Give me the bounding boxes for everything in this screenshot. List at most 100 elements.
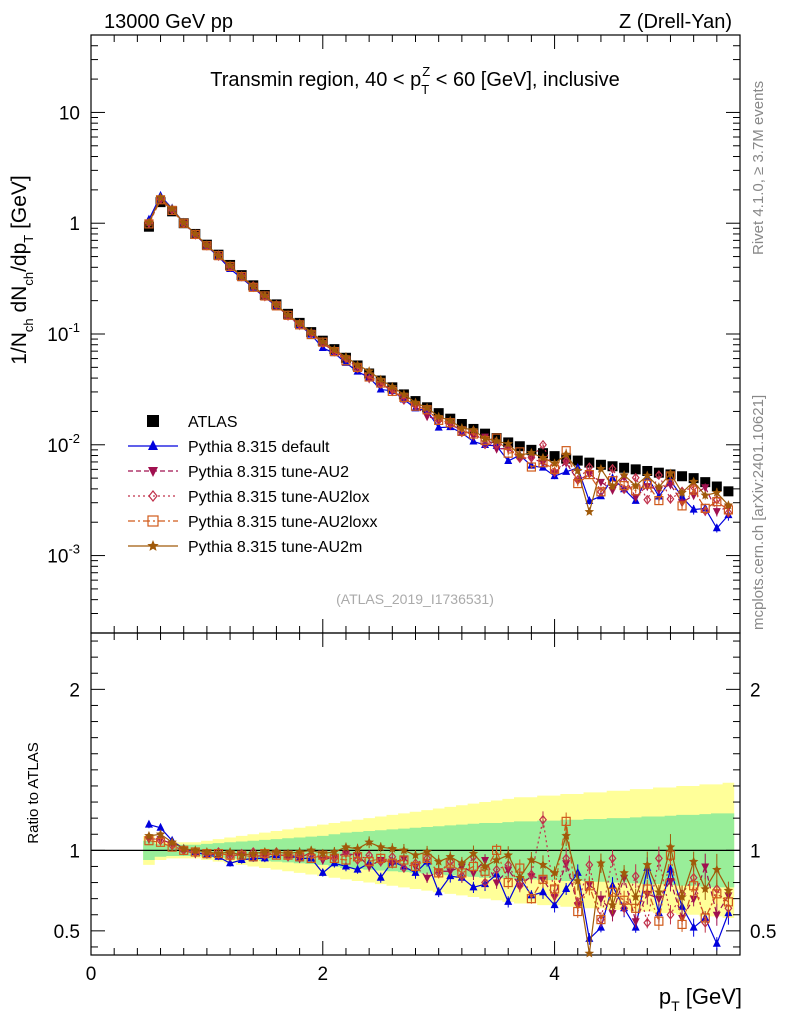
series-point-ratio <box>329 846 340 857</box>
series-point-ratio <box>376 872 385 881</box>
series-point-ratio <box>549 867 560 877</box>
series-point-main <box>654 482 664 492</box>
series-point-main <box>504 455 513 464</box>
series-point-ratio <box>689 895 698 904</box>
series-point-ratio <box>538 859 548 869</box>
series-point-ratio <box>549 884 560 894</box>
series-point-ratio <box>504 859 513 870</box>
series-point-main <box>445 415 456 425</box>
series-point-ratio <box>677 919 687 930</box>
series-point-main <box>155 192 166 202</box>
analysis-id: (ATLAS_2019_I1736531) <box>336 591 494 607</box>
series-point-main <box>666 481 675 490</box>
series-point-ratio <box>503 850 513 860</box>
series-point-ratio <box>539 814 547 825</box>
series-point-ratio <box>584 948 595 958</box>
series-point-main <box>481 439 490 450</box>
series-point-ratio <box>688 856 699 866</box>
series-point-main <box>608 463 617 474</box>
series-point-main <box>283 309 293 319</box>
series-point-main <box>480 433 490 443</box>
series-point-ratio <box>144 830 154 840</box>
series-point-ratio <box>677 892 687 902</box>
atlas-data-point <box>607 461 618 472</box>
series-point-main <box>642 479 652 489</box>
series-point-ratio <box>642 859 653 869</box>
legend-label: Pythia 8.315 default <box>188 439 330 456</box>
series-point-ratio <box>654 916 664 926</box>
series-point-ratio <box>561 816 571 826</box>
series-point-ratio <box>445 851 456 861</box>
series-point-ratio <box>665 842 676 852</box>
plot-title: Transmin region, 40 < pTZ < 60 [GeV], in… <box>210 64 620 97</box>
series-point-main <box>700 490 710 500</box>
series-point-ratio <box>526 855 537 865</box>
series-point-ratio <box>654 853 663 864</box>
series-point-main <box>375 374 386 384</box>
series-point-main <box>329 344 340 354</box>
process-label: Z (Drell-Yan) <box>619 11 732 33</box>
series-point-main <box>387 381 398 391</box>
series-point-ratio <box>689 881 699 891</box>
series-point-ratio <box>608 853 617 864</box>
series-point-ratio <box>630 892 641 902</box>
series-point-ratio <box>550 900 559 909</box>
series-point-main <box>423 413 432 422</box>
series-point-main <box>526 462 536 472</box>
mcplots-label: mcplots.cern.ch [arXiv:2401.10621] <box>750 395 767 630</box>
series-point-main <box>526 447 537 457</box>
series-point-main <box>654 495 664 506</box>
series-point-ratio <box>526 894 536 904</box>
series-point-ratio <box>631 871 640 882</box>
series-point-ratio <box>294 846 305 857</box>
series-point-main <box>422 402 432 412</box>
series-point-main <box>607 481 618 491</box>
series-point-ratio <box>481 877 490 888</box>
series-point-main <box>596 487 606 497</box>
series-point-ratio <box>283 848 293 858</box>
series-point-ratio <box>341 861 350 870</box>
atlas-data-point <box>514 441 525 452</box>
series-point-main <box>642 470 653 480</box>
series-point-main <box>294 318 305 328</box>
series-point-main <box>562 466 571 475</box>
series-point-main <box>433 411 444 421</box>
series-point-ratio <box>515 880 524 891</box>
series-point-main <box>538 452 548 462</box>
series-point-ratio <box>712 911 721 920</box>
series-point-ratio <box>515 872 525 882</box>
series-point-main <box>364 366 374 376</box>
series-point-ratio <box>666 909 675 920</box>
series-point-ratio <box>434 868 444 878</box>
series-point-main <box>620 484 629 495</box>
series-point-main <box>689 485 699 495</box>
series-point-ratio <box>422 846 432 857</box>
series-point-ratio <box>399 863 408 874</box>
series-point-ratio <box>619 867 629 877</box>
series-point-ratio <box>213 848 224 858</box>
series-point-ratio <box>225 846 235 857</box>
series-point-main <box>399 395 408 405</box>
series-point-main <box>712 523 721 532</box>
legend-marker <box>147 540 159 551</box>
atlas-data-point <box>630 464 641 475</box>
ratio-tick-label-right: 2 <box>750 680 761 701</box>
series-point-ratio <box>341 842 351 852</box>
series-point-main <box>167 203 177 214</box>
atlas-data-point <box>700 477 711 488</box>
series-point-ratio <box>178 843 189 853</box>
y-tick-label: 10 <box>59 103 80 124</box>
series-point-ratio <box>457 858 467 868</box>
x-tick-label: 2 <box>317 964 328 985</box>
ratio-tick-label-left: 2 <box>69 680 80 701</box>
legend: ATLAS Pythia 8.315 default Pythia 8.315 tu… <box>128 414 377 556</box>
series-point-ratio <box>666 877 675 886</box>
series-point-main <box>585 496 594 505</box>
series-point-ratio <box>608 910 617 919</box>
series-point-main <box>491 436 502 446</box>
series-point-ratio <box>503 877 513 888</box>
series-point-main <box>190 228 201 238</box>
series-point-main <box>677 487 687 497</box>
atlas-data-point <box>549 451 560 462</box>
